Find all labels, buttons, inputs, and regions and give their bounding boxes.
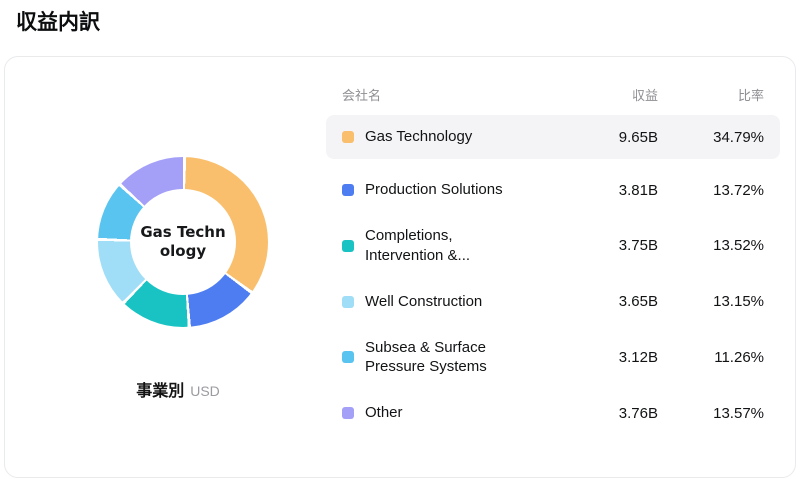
donut-center-line-2: ology xyxy=(159,242,207,260)
header-revenue: 収益 xyxy=(631,88,658,104)
chart-caption-dimension: 事業別 xyxy=(136,381,185,400)
header-ratio: 比率 xyxy=(737,88,764,104)
series-color-marker xyxy=(342,183,354,196)
ratio-value: 13.57% xyxy=(713,404,764,422)
ratio-value: 13.15% xyxy=(713,293,764,311)
series-label: Well Construction xyxy=(365,292,483,310)
donut-center-line-1: Gas Techn xyxy=(140,223,226,242)
series-label: Production Solutions xyxy=(365,181,503,199)
row-name-cell: Other xyxy=(342,403,563,423)
table-row[interactable]: Gas Technology 9.65B 34.79% xyxy=(326,115,780,159)
series-label: Subsea & Surface Pressure Systems xyxy=(365,338,487,376)
series-label: Gas Technology xyxy=(365,128,473,146)
table-row[interactable]: Other 3.76B 13.57% xyxy=(326,391,780,435)
header-company-name: 会社名 xyxy=(342,88,382,104)
revenue-value: 3.12B xyxy=(618,348,658,366)
revenue-value: 3.76B xyxy=(618,404,658,422)
donut-chart[interactable]: Gas Techn ology xyxy=(98,157,268,327)
table-header-row: 会社名 収益 比率 xyxy=(326,83,780,105)
table-row[interactable]: Well Construction 3.65B 13.15% xyxy=(326,280,780,324)
series-color-marker xyxy=(342,239,354,252)
revenue-value: 3.75B xyxy=(618,237,658,255)
breakdown-rows: Gas Technology 9.65B 34.79% Production Solu… xyxy=(326,115,780,435)
table-row[interactable]: Completions, Intervention &... 3.75B 13.52… xyxy=(326,221,780,271)
row-name-cell: Completions, Intervention &... xyxy=(342,226,563,266)
ratio-value: 11.26% xyxy=(714,348,764,366)
page-title: 収益内訳 xyxy=(16,10,100,34)
table-row[interactable]: Subsea & Surface Pressure Systems 3.12B 11… xyxy=(326,333,780,383)
series-color-marker xyxy=(342,130,354,143)
revenue-breakdown-card: Gas Techn ology 事業別 USD 会社名 収益 比率 Gas Tec… xyxy=(4,56,796,478)
series-label: Other xyxy=(365,404,403,422)
series-color-marker xyxy=(342,295,354,308)
chart-caption: 事業別 USD xyxy=(5,377,351,401)
ratio-value: 13.52% xyxy=(713,237,764,255)
revenue-value: 9.65B xyxy=(618,128,658,146)
table-row[interactable]: Production Solutions 3.81B 13.72% xyxy=(326,168,780,212)
row-name-cell: Well Construction xyxy=(342,292,563,312)
series-color-marker xyxy=(342,407,354,420)
donut-center-label: Gas Techn ology xyxy=(130,189,236,295)
chart-caption-unit: USD xyxy=(190,383,220,399)
row-name-cell: Gas Technology xyxy=(342,127,563,147)
revenue-value: 3.81B xyxy=(618,181,658,199)
breakdown-table: 会社名 収益 比率 Gas Technology 9.65B 34.79% Produ… xyxy=(326,83,780,435)
ratio-value: 34.79% xyxy=(713,128,764,146)
revenue-value: 3.65B xyxy=(618,293,658,311)
series-color-marker xyxy=(342,351,354,364)
row-name-cell: Subsea & Surface Pressure Systems xyxy=(342,338,563,378)
row-name-cell: Production Solutions xyxy=(342,180,563,200)
ratio-value: 13.72% xyxy=(713,181,764,199)
donut-chart-zone: Gas Techn ology 事業別 USD xyxy=(5,57,335,477)
series-label: Completions, Intervention &... xyxy=(365,227,471,264)
